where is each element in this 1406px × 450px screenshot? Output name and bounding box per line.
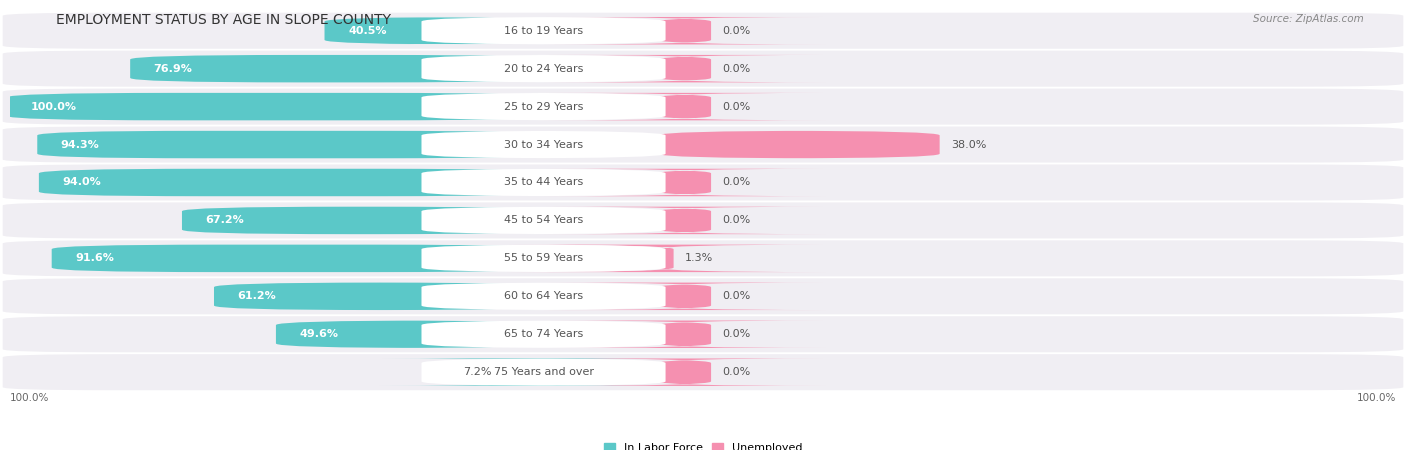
Text: 91.6%: 91.6%: [76, 253, 114, 263]
Text: 7.2%: 7.2%: [463, 367, 491, 377]
FancyBboxPatch shape: [39, 169, 547, 196]
FancyBboxPatch shape: [544, 359, 825, 386]
FancyBboxPatch shape: [3, 202, 1403, 238]
Text: 94.0%: 94.0%: [62, 177, 101, 188]
Text: 94.3%: 94.3%: [60, 140, 100, 149]
FancyBboxPatch shape: [544, 93, 825, 120]
FancyBboxPatch shape: [7, 93, 547, 120]
Text: 35 to 44 Years: 35 to 44 Years: [503, 177, 583, 188]
Text: 67.2%: 67.2%: [205, 216, 245, 225]
Text: 20 to 24 Years: 20 to 24 Years: [503, 63, 583, 74]
FancyBboxPatch shape: [3, 278, 1403, 315]
FancyBboxPatch shape: [422, 207, 665, 234]
FancyBboxPatch shape: [544, 283, 825, 310]
Text: 45 to 54 Years: 45 to 54 Years: [503, 216, 583, 225]
FancyBboxPatch shape: [544, 207, 825, 234]
FancyBboxPatch shape: [38, 131, 547, 158]
Text: 0.0%: 0.0%: [723, 63, 751, 74]
Text: 0.0%: 0.0%: [723, 216, 751, 225]
Text: 40.5%: 40.5%: [349, 26, 387, 36]
FancyBboxPatch shape: [422, 358, 665, 386]
FancyBboxPatch shape: [544, 17, 825, 45]
Text: 60 to 64 Years: 60 to 64 Years: [503, 291, 583, 302]
FancyBboxPatch shape: [131, 55, 547, 82]
FancyBboxPatch shape: [52, 245, 547, 272]
Text: 75 Years and over: 75 Years and over: [494, 367, 593, 377]
FancyBboxPatch shape: [276, 320, 547, 348]
FancyBboxPatch shape: [380, 359, 669, 386]
FancyBboxPatch shape: [544, 320, 825, 348]
Text: 25 to 29 Years: 25 to 29 Years: [503, 102, 583, 112]
FancyBboxPatch shape: [3, 126, 1403, 162]
FancyBboxPatch shape: [181, 207, 547, 234]
FancyBboxPatch shape: [422, 17, 665, 45]
FancyBboxPatch shape: [214, 283, 547, 310]
FancyBboxPatch shape: [422, 169, 665, 196]
Text: 65 to 74 Years: 65 to 74 Years: [503, 329, 583, 339]
FancyBboxPatch shape: [422, 55, 665, 82]
FancyBboxPatch shape: [422, 245, 665, 272]
Text: 0.0%: 0.0%: [723, 26, 751, 36]
FancyBboxPatch shape: [544, 55, 825, 82]
Text: 49.6%: 49.6%: [299, 329, 339, 339]
FancyBboxPatch shape: [544, 169, 825, 196]
Legend: In Labor Force, Unemployed: In Labor Force, Unemployed: [603, 443, 803, 450]
Text: 1.3%: 1.3%: [685, 253, 713, 263]
Text: 76.9%: 76.9%: [153, 63, 193, 74]
FancyBboxPatch shape: [3, 13, 1403, 49]
Text: 0.0%: 0.0%: [723, 177, 751, 188]
FancyBboxPatch shape: [422, 320, 665, 348]
FancyBboxPatch shape: [3, 316, 1403, 352]
FancyBboxPatch shape: [3, 89, 1403, 125]
Text: Source: ZipAtlas.com: Source: ZipAtlas.com: [1253, 14, 1364, 23]
Text: 61.2%: 61.2%: [238, 291, 277, 302]
FancyBboxPatch shape: [3, 164, 1403, 201]
Text: 100.0%: 100.0%: [31, 102, 76, 112]
Text: 30 to 34 Years: 30 to 34 Years: [503, 140, 583, 149]
FancyBboxPatch shape: [422, 131, 665, 158]
FancyBboxPatch shape: [3, 354, 1403, 390]
Text: 55 to 59 Years: 55 to 59 Years: [503, 253, 583, 263]
Text: 100.0%: 100.0%: [10, 393, 49, 403]
Text: 0.0%: 0.0%: [723, 102, 751, 112]
FancyBboxPatch shape: [325, 17, 547, 45]
Text: 0.0%: 0.0%: [723, 291, 751, 302]
FancyBboxPatch shape: [422, 93, 665, 121]
Text: 100.0%: 100.0%: [1357, 393, 1396, 403]
FancyBboxPatch shape: [658, 131, 939, 158]
Text: 38.0%: 38.0%: [950, 140, 986, 149]
Text: 0.0%: 0.0%: [723, 329, 751, 339]
Text: EMPLOYMENT STATUS BY AGE IN SLOPE COUNTY: EMPLOYMENT STATUS BY AGE IN SLOPE COUNTY: [56, 14, 391, 27]
FancyBboxPatch shape: [508, 245, 825, 272]
Text: 0.0%: 0.0%: [723, 367, 751, 377]
FancyBboxPatch shape: [422, 283, 665, 310]
FancyBboxPatch shape: [3, 51, 1403, 87]
FancyBboxPatch shape: [3, 240, 1403, 276]
Text: 16 to 19 Years: 16 to 19 Years: [503, 26, 583, 36]
